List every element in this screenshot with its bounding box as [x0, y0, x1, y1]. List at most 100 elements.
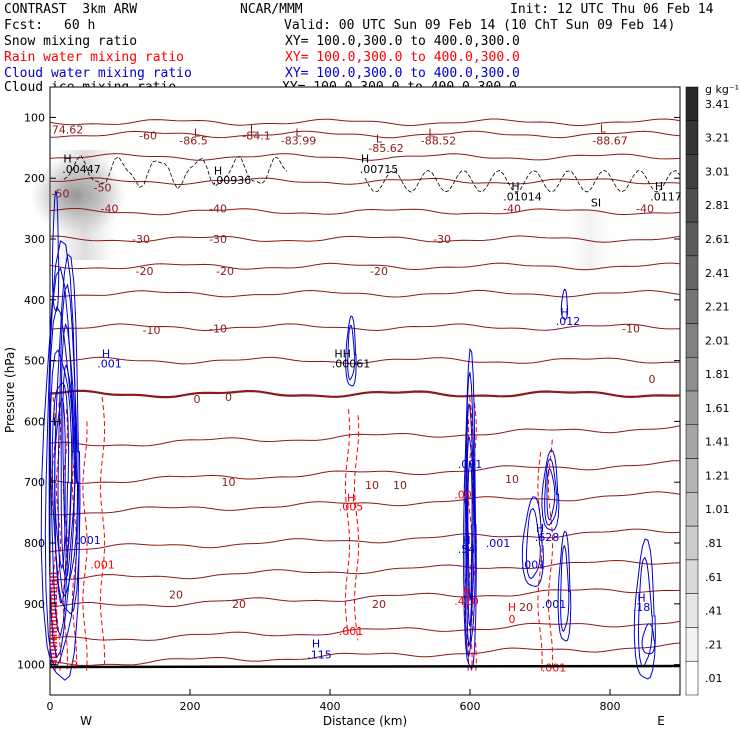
temperature-contour-line	[49, 491, 681, 516]
colorbar-label: 3.41	[705, 98, 730, 111]
colorbar-label: 2.81	[705, 199, 730, 212]
y-tick-label: 600	[24, 415, 45, 428]
rain-contour-line	[353, 415, 360, 641]
valid-time: Valid: 00 UTC Sun 09 Feb 14 (10 ChT Sun …	[284, 18, 676, 33]
temperature-label: 20	[169, 589, 183, 602]
x-endpoint-west: W	[80, 714, 92, 728]
extremum-label: .410	[454, 595, 479, 608]
colorbar-swatch	[685, 593, 699, 628]
temperature-label: -20	[370, 265, 388, 278]
extremum-label: .001	[542, 662, 567, 675]
field-name-rain: Rain water mixing ratio	[4, 50, 185, 65]
temperature-label: -20	[216, 265, 234, 278]
x-tick-label: 400	[320, 700, 341, 713]
temperature-label: 10	[393, 479, 407, 492]
cloud-water-contour	[641, 623, 656, 655]
cloud-water-contour	[557, 530, 572, 642]
y-tick-label: 1000	[17, 659, 45, 672]
extremum-label: 0	[509, 613, 516, 626]
y-tick-label: 800	[24, 537, 45, 550]
temperature-contour-line	[49, 620, 681, 641]
colorbar-swatch	[685, 390, 699, 426]
cloud-water-contour	[525, 507, 541, 580]
colorbar-label: 3.01	[705, 165, 730, 178]
colorbar-label: 1.01	[705, 503, 730, 516]
field-name-cloud-water: Cloud water mixing ratio	[4, 66, 192, 81]
temperature-contour-line	[49, 118, 681, 127]
cloud-water-contour	[464, 372, 477, 659]
colorbar-unit: g kg⁻¹	[705, 83, 739, 96]
temperature-label: 0	[194, 393, 201, 406]
colorbar-swatch	[685, 188, 699, 223]
extremum-label: H	[655, 180, 663, 193]
y-tick-label: 900	[24, 598, 45, 611]
temperature-contour-line	[49, 528, 681, 553]
extremum-label: .001	[542, 598, 567, 611]
colorbar-swatch	[685, 492, 699, 527]
colorbar-label: 2.41	[705, 267, 730, 280]
cloud-water-contour	[51, 190, 60, 313]
field-xy-snow: XY= 100.0,300.0 to 400.0,300.0	[285, 34, 520, 49]
fcst-label: Fcst:	[4, 18, 44, 33]
colorbar-label: 1.21	[705, 469, 730, 482]
temperature-label: -30	[209, 233, 227, 246]
cloud-water-contour	[345, 315, 357, 387]
extremum-label: .00061	[332, 358, 371, 371]
temperature-contours	[49, 118, 681, 667]
cloud-water-contour	[521, 496, 544, 588]
field-name-snow: Snow mixing ratio	[4, 34, 138, 49]
colorbar-swatch	[685, 627, 699, 662]
extremum-label: HH	[334, 347, 351, 360]
rain-contour-line	[471, 403, 477, 671]
field-xy-rain: XY= 100.0,300.0 to 400.0,300.0	[285, 50, 520, 65]
temperature-label: -40	[636, 203, 654, 216]
extremum-label: L	[250, 122, 257, 135]
extremum-label: H	[508, 601, 516, 614]
extremum-label: .00936	[213, 174, 252, 187]
extremum-label: H	[102, 347, 110, 360]
rain-contour-line	[547, 439, 554, 671]
temperature-contour-line	[49, 130, 681, 139]
extremum-label: .012	[556, 315, 581, 328]
temperature-label: 0	[225, 391, 232, 404]
colorbar-label: 1.81	[705, 368, 730, 381]
colorbar-label: .01	[705, 672, 723, 685]
field-xy-cloud-water: XY= 100.0,300.0 to 400.0,300.0	[285, 66, 520, 81]
temperature-label: -30	[433, 233, 451, 246]
colorbar-swatch	[685, 221, 699, 257]
x-tick-label: 0	[47, 700, 54, 713]
cloud-water-contour	[57, 283, 79, 598]
temperature-label: 20	[519, 601, 533, 614]
temperature-contour-line	[49, 588, 681, 608]
temperature-label: 20	[372, 598, 386, 611]
temperature-contour-line	[49, 208, 681, 216]
extremum-label: L	[376, 133, 383, 146]
extremum-label: .001	[339, 625, 364, 638]
colorbar-label: 2.01	[705, 334, 730, 347]
extremum-label: L	[194, 127, 201, 140]
temperature-contour-line	[49, 559, 681, 581]
temperature-label: -40	[101, 203, 119, 216]
colorbar-swatch	[685, 86, 699, 122]
temperature-contour-line	[49, 425, 681, 447]
y-tick-label: 700	[24, 476, 45, 489]
colorbar-swatch	[685, 255, 699, 290]
extremum-label: .00	[454, 488, 472, 501]
extremum-label: H	[462, 586, 470, 599]
extremum-label: H	[63, 153, 71, 166]
cloud-water-contour	[633, 538, 656, 680]
extremum-label: H	[511, 180, 519, 193]
cloud-ice-contours	[63, 154, 681, 193]
colorbar-swatch	[685, 289, 699, 324]
temperature-label: -30	[132, 233, 150, 246]
extremum-label: .18	[633, 601, 651, 614]
temperature-label: 0	[649, 373, 656, 386]
extremum-label: -88.52	[421, 135, 456, 148]
rain-contour-line	[99, 397, 106, 665]
rain-contour-line	[537, 451, 543, 671]
extremum-label: .628	[535, 531, 560, 544]
snow-shading	[30, 150, 610, 270]
contour-labels: -60 -50 -40 -40 -40 -40 -30 -30 -30 -20 -20 -20 -10 -…	[52, 122, 682, 674]
colorbar-label: 1.41	[705, 436, 730, 449]
